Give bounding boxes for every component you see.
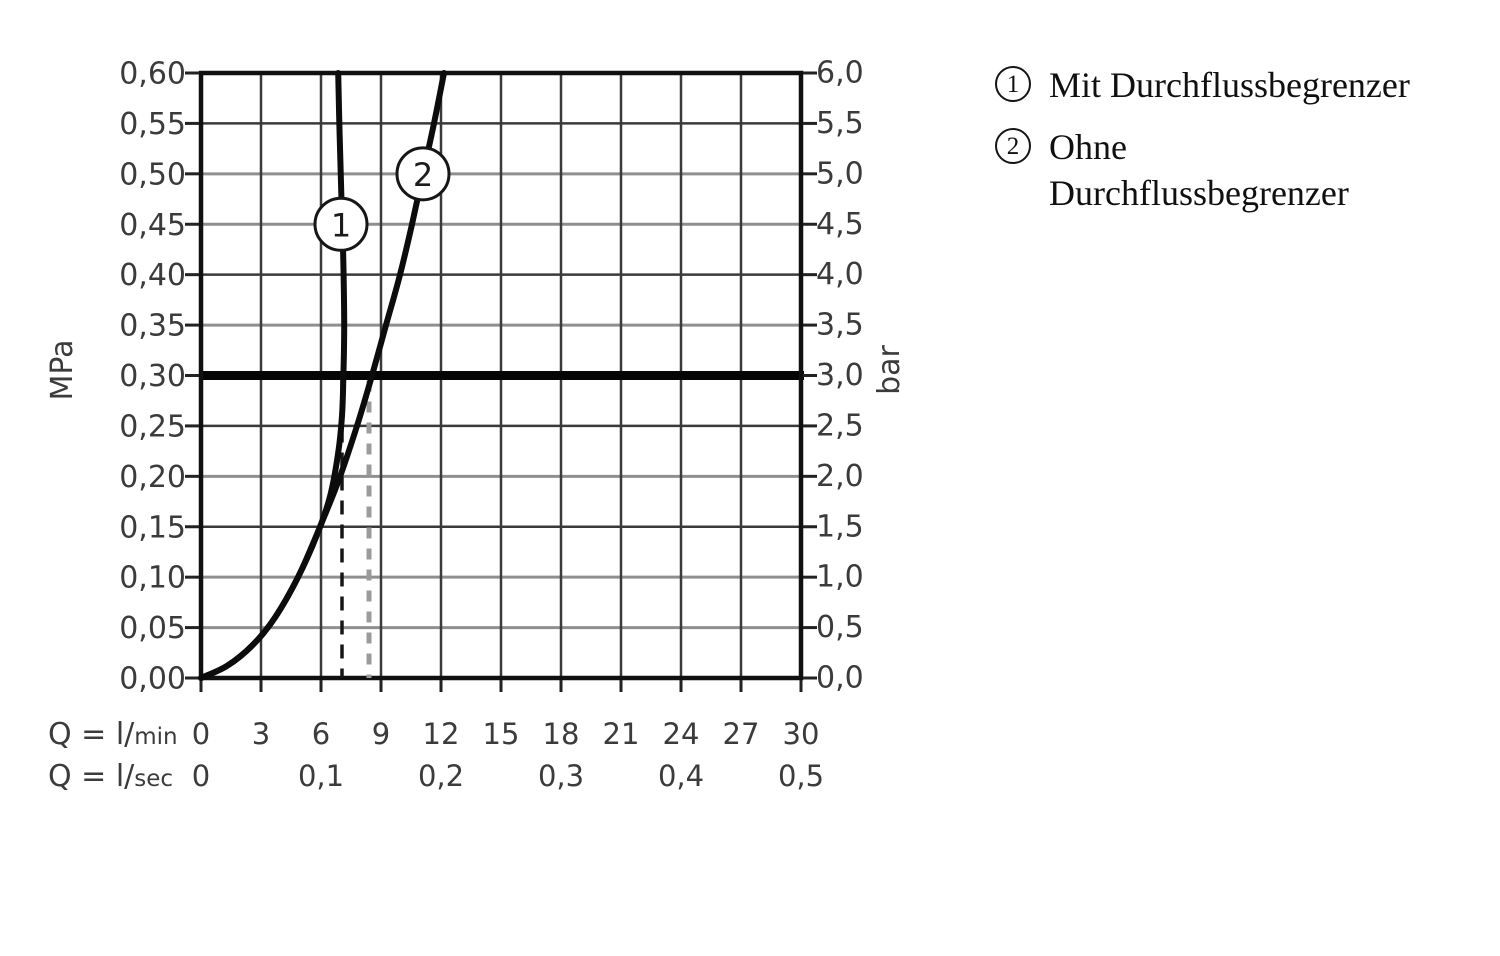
svg-text:0: 0	[192, 717, 210, 751]
svg-text:0,40: 0,40	[119, 258, 186, 293]
svg-text:MPa: MPa	[45, 339, 80, 400]
svg-text:0,60: 0,60	[119, 57, 186, 92]
legend-number-1: 1	[1006, 70, 1020, 98]
svg-text:0,15: 0,15	[119, 510, 186, 545]
svg-text:6: 6	[312, 717, 330, 751]
svg-text:0,00: 0,00	[119, 662, 186, 697]
svg-text:0,05: 0,05	[119, 611, 186, 646]
legend-label-2-line-1: Ohne	[1049, 127, 1127, 168]
legend-number-2-icon: 2	[995, 128, 1031, 165]
svg-text:9: 9	[372, 717, 390, 751]
svg-text:30: 30	[783, 717, 820, 751]
legend-item-2: 2 Ohne Durchflussbegrenzer	[995, 124, 1435, 216]
svg-text:Q = l/min: Q = l/min	[48, 717, 178, 752]
svg-text:15: 15	[483, 717, 520, 751]
legend-label-2-line-2: Durchflussbegrenzer	[1049, 173, 1349, 214]
svg-text:0,20: 0,20	[119, 460, 186, 495]
svg-text:4,5: 4,5	[816, 207, 864, 242]
svg-text:Q = l/sec: Q = l/sec	[48, 759, 173, 794]
svg-text:2: 2	[413, 156, 433, 194]
legend-label-1: Mit Durchflussbegrenzer	[1049, 65, 1410, 105]
svg-text:0,35: 0,35	[119, 309, 186, 344]
svg-text:0,30: 0,30	[119, 359, 186, 394]
svg-text:1: 1	[331, 206, 351, 244]
svg-text:0,5: 0,5	[816, 610, 864, 645]
svg-text:0,1: 0,1	[298, 759, 344, 793]
svg-text:bar: bar	[872, 344, 907, 394]
svg-text:0,55: 0,55	[119, 107, 186, 142]
svg-text:18: 18	[543, 717, 580, 751]
svg-text:27: 27	[723, 717, 760, 751]
svg-text:0,0: 0,0	[816, 661, 864, 696]
svg-text:3,5: 3,5	[816, 308, 864, 343]
svg-text:12: 12	[423, 717, 460, 751]
svg-text:21: 21	[603, 717, 640, 751]
chart-legend: 1 Mit Durchflussbegrenzer 2 Ohne Durchfl…	[995, 62, 1435, 232]
svg-text:5,0: 5,0	[816, 156, 864, 191]
svg-text:0: 0	[192, 759, 210, 793]
svg-text:0,5: 0,5	[778, 759, 824, 793]
svg-text:24: 24	[663, 717, 700, 751]
svg-text:0,50: 0,50	[119, 157, 186, 192]
svg-text:3: 3	[252, 717, 270, 751]
svg-text:0,3: 0,3	[538, 759, 584, 793]
svg-text:1,0: 1,0	[816, 560, 864, 595]
svg-text:0,10: 0,10	[119, 561, 186, 596]
svg-text:1,5: 1,5	[816, 509, 864, 544]
svg-text:4,0: 4,0	[816, 257, 864, 292]
legend-item-1: 1 Mit Durchflussbegrenzer	[995, 62, 1435, 108]
svg-text:5,5: 5,5	[816, 106, 864, 141]
svg-text:3,0: 3,0	[816, 358, 864, 393]
svg-text:2,0: 2,0	[816, 459, 864, 494]
legend-number-2: 2	[1006, 132, 1020, 160]
svg-text:0,45: 0,45	[119, 208, 186, 243]
legend-number-1-icon: 1	[995, 66, 1031, 102]
svg-text:0,4: 0,4	[658, 759, 704, 793]
svg-text:0,2: 0,2	[418, 759, 464, 793]
svg-text:6,0: 6,0	[816, 56, 864, 91]
svg-text:2,5: 2,5	[816, 408, 864, 443]
svg-text:0,25: 0,25	[119, 409, 186, 444]
